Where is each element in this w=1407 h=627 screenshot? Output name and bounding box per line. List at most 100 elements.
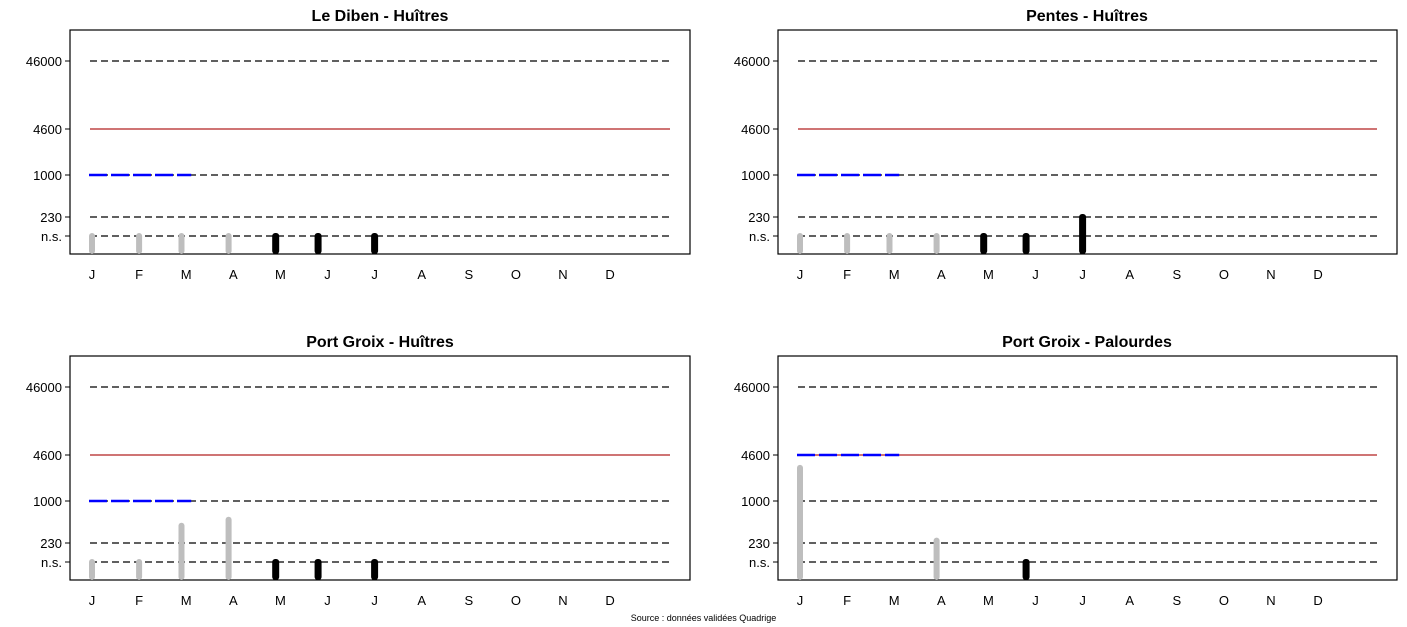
x-tick-label: D — [605, 267, 614, 282]
bar-black — [371, 559, 379, 580]
bar-grey — [136, 233, 143, 254]
x-tick-label: N — [558, 267, 567, 282]
x-tick-label: D — [1313, 267, 1322, 282]
x-tick-label: S — [1172, 593, 1181, 608]
plot-frame — [69, 29, 691, 255]
panel-2: Pentes - Huîtres 46000 4600 1000 230 n.s. J F M A… — [734, 8, 1398, 282]
x-tick-label: M — [983, 267, 994, 282]
x-tick-label: M — [181, 593, 192, 608]
x-tick-label: J — [89, 267, 96, 282]
bar-grey — [844, 233, 851, 254]
x-tick-label: A — [1125, 267, 1134, 282]
bar-black — [1022, 233, 1030, 254]
bar-grey — [225, 516, 232, 580]
x-tick-label: S — [1172, 267, 1181, 282]
x-tick-label: F — [135, 593, 143, 608]
y-tick-label: 4600 — [741, 448, 770, 463]
x-tick-label: J — [324, 593, 331, 608]
source-note: Source : données validées Quadrige — [630, 613, 777, 623]
panel-title: Port Groix - Huîtres — [306, 334, 454, 351]
x-tick-label: N — [1266, 593, 1275, 608]
x-tick-label: O — [511, 593, 521, 608]
x-tick-label: S — [464, 267, 473, 282]
bar-black — [1079, 214, 1087, 254]
bar-grey — [89, 233, 95, 254]
bar-black — [314, 233, 322, 254]
x-tick-label: J — [797, 593, 804, 608]
x-tick-label: M — [889, 267, 900, 282]
x-tick-label: J — [371, 267, 378, 282]
x-tick-label: M — [275, 267, 286, 282]
x-tick-label: A — [1125, 593, 1134, 608]
y-tick-label: 1000 — [741, 168, 770, 183]
bar-grey — [136, 559, 143, 580]
x-tick-label: J — [797, 267, 804, 282]
x-tick-label: M — [983, 593, 994, 608]
x-tick-label: A — [937, 593, 946, 608]
x-tick-label: J — [89, 593, 96, 608]
y-tick-label: 230 — [748, 536, 770, 551]
x-tick-label: J — [1079, 593, 1086, 608]
bar-grey — [797, 464, 803, 580]
y-tick-label: 4600 — [741, 122, 770, 137]
plot-frame — [69, 355, 691, 581]
panel-3: Port Groix - Huîtres 46000 4600 1000 230 n.s.… — [26, 334, 691, 608]
y-tick-label: 46000 — [26, 54, 62, 69]
bar-grey — [89, 559, 95, 580]
bar-black — [272, 233, 280, 254]
panel-title: Port Groix - Palourdes — [1002, 334, 1172, 351]
x-tick-label: D — [1313, 593, 1322, 608]
x-tick-label: S — [464, 593, 473, 608]
x-tick-label: N — [558, 593, 567, 608]
x-tick-label: D — [605, 593, 614, 608]
y-tick-label: 230 — [40, 536, 62, 551]
x-tick-label: J — [1079, 267, 1086, 282]
y-tick-label: 230 — [40, 210, 62, 225]
x-tick-label: A — [417, 267, 426, 282]
x-tick-label: M — [181, 267, 192, 282]
x-tick-label: F — [843, 593, 851, 608]
x-tick-label: O — [1219, 593, 1229, 608]
bar-grey — [797, 233, 803, 254]
panel-title: Pentes - Huîtres — [1026, 8, 1148, 25]
panel-4: Port Groix - Palourdes 46000 4600 1000 230 n.… — [734, 334, 1398, 608]
y-tick-label: n.s. — [749, 555, 770, 570]
y-tick-label: n.s. — [41, 229, 62, 244]
bar-grey — [886, 233, 893, 254]
bar-grey — [933, 233, 940, 254]
x-tick-label: J — [1032, 267, 1039, 282]
x-tick-label: J — [371, 593, 378, 608]
y-tick-label: 46000 — [734, 54, 770, 69]
bar-grey — [933, 537, 940, 580]
y-tick-label: 46000 — [26, 380, 62, 395]
plot-frame — [777, 355, 1398, 581]
bar-black — [272, 559, 280, 580]
x-tick-label: A — [229, 593, 238, 608]
x-tick-label: J — [324, 267, 331, 282]
bar-black — [314, 559, 322, 580]
bar-black — [980, 233, 988, 254]
y-tick-label: 46000 — [734, 380, 770, 395]
bar-grey — [225, 233, 232, 254]
x-tick-label: O — [511, 267, 521, 282]
x-tick-label: F — [843, 267, 851, 282]
x-tick-label: A — [417, 593, 426, 608]
y-tick-label: 1000 — [33, 168, 62, 183]
x-tick-label: A — [229, 267, 238, 282]
panel-title: Le Diben - Huîtres — [312, 8, 449, 25]
y-tick-label: n.s. — [41, 555, 62, 570]
y-tick-label: 4600 — [33, 122, 62, 137]
x-tick-label: F — [135, 267, 143, 282]
x-tick-label: M — [889, 593, 900, 608]
panel-1: Le Diben - Huîtres 46000 4600 1000 230 n.s. J F… — [26, 8, 691, 282]
x-tick-label: M — [275, 593, 286, 608]
y-tick-label: n.s. — [749, 229, 770, 244]
x-tick-label: N — [1266, 267, 1275, 282]
y-tick-label: 1000 — [33, 494, 62, 509]
y-tick-label: 230 — [748, 210, 770, 225]
bar-grey — [178, 522, 185, 580]
y-tick-label: 1000 — [741, 494, 770, 509]
x-tick-label: J — [1032, 593, 1039, 608]
bar-black — [1022, 559, 1030, 580]
bar-grey — [178, 233, 185, 254]
